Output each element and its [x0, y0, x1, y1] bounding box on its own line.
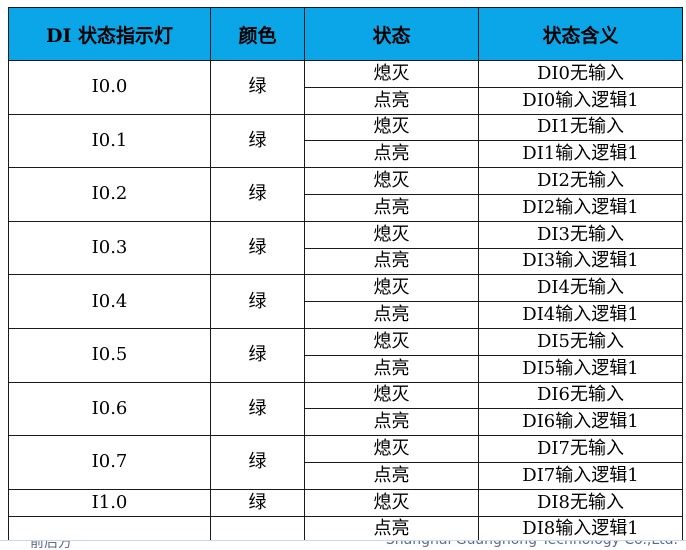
meaning-cell: DI8无输入 [478, 488, 683, 517]
meaning-cell: DI0输入逻辑1 [478, 86, 683, 115]
state-cell: 点亮 [304, 140, 479, 169]
table-row: I0.5 绿熄灭 DI5无输入 [8, 327, 683, 383]
table-body: I0.0 绿熄灭 DI0无输入 点亮 DI0输入逻辑1 I0.1 绿熄灭 DI1无输入 点亮 DI… [8, 60, 683, 544]
table-row: I0.6 绿熄灭 DI6无输入 [8, 381, 683, 437]
table-row: 点亮 DI6输入逻辑1 [9, 408, 683, 437]
table-row: 点亮 DI7输入逻辑1 [9, 461, 683, 490]
footer-company-text: Shanghai Guanghong Technology Co.,Ltd. [385, 540, 678, 548]
color-cell [210, 515, 305, 544]
meaning-cell: DI6输入逻辑1 [478, 408, 683, 437]
color-cell: 绿 [210, 220, 305, 276]
meaning-cell: DI7无输入 [478, 435, 683, 463]
table-row: 点亮 DI8输入逻辑1 [8, 515, 683, 544]
state-cell: 熄灭 [304, 60, 479, 88]
color-cell: 绿 [210, 488, 305, 517]
state-cell: 点亮 [304, 515, 479, 544]
table-row: I0.4 绿熄灭 DI4无输入 [8, 274, 683, 329]
color-cell: 绿 [210, 435, 305, 490]
table-row: I0.3 绿熄灭 DI3无输入 [8, 220, 683, 276]
meaning-cell: DI5输入逻辑1 [478, 354, 683, 383]
header-meaning: 状态含义 [478, 7, 683, 61]
meaning-cell: DI4输入逻辑1 [478, 301, 683, 329]
indicator-cell: I0.5 [8, 327, 211, 383]
indicator-cell: I0.1 [8, 113, 211, 169]
table-row: 点亮 DI3输入逻辑1 [9, 247, 683, 276]
meaning-cell: DI1无输入 [478, 113, 683, 142]
indicator-cell [8, 515, 211, 544]
color-cell: 绿 [210, 113, 305, 169]
indicator-cell: I0.2 [8, 167, 211, 222]
indicator-cell: I0.0 [8, 60, 211, 115]
state-cell: 熄灭 [304, 327, 479, 356]
color-cell: 绿 [210, 327, 305, 383]
indicator-cell: I0.4 [8, 274, 211, 329]
table-row: I0.2 绿熄灭 DI2无输入 [8, 167, 683, 222]
table-row: 点亮 DI1输入逻辑1 [9, 140, 683, 169]
meaning-cell: DI3输入逻辑1 [478, 247, 683, 276]
table-header-row: DI 状态指示灯 颜色 状态 状态含义 [8, 7, 683, 61]
indicator-cell: I0.6 [8, 381, 211, 437]
indicator-cell: I1.0 [8, 488, 211, 517]
meaning-cell: DI7输入逻辑1 [478, 461, 683, 490]
state-cell: 点亮 [304, 86, 479, 115]
table-row: I1.0 绿熄灭 DI8无输入 [8, 488, 683, 517]
color-cell: 绿 [210, 274, 305, 329]
meaning-cell: DI0无输入 [478, 60, 683, 88]
footer-left-text: 前后方 [30, 540, 72, 550]
state-cell: 熄灭 [304, 113, 479, 142]
state-cell: 点亮 [304, 408, 479, 437]
table-row: I0.0 绿熄灭 DI0无输入 [8, 60, 683, 115]
meaning-cell: DI8输入逻辑1 [478, 515, 683, 544]
color-cell: 绿 [210, 167, 305, 222]
state-cell: 点亮 [304, 461, 479, 490]
table-row: 点亮 DI4输入逻辑1 [9, 301, 683, 329]
state-cell: 点亮 [304, 301, 479, 329]
header-color: 颜色 [210, 7, 305, 61]
page-footer: 前后方 Shanghai Guanghong Technology Co.,Lt… [0, 540, 686, 550]
meaning-cell: DI2无输入 [478, 167, 683, 195]
state-cell: 熄灭 [304, 488, 479, 517]
meaning-cell: DI6无输入 [478, 381, 683, 410]
color-cell: 绿 [210, 60, 305, 115]
header-state: 状态 [304, 7, 479, 61]
table-row: 点亮 DI0输入逻辑1 [9, 86, 683, 115]
state-cell: 点亮 [304, 193, 479, 222]
state-cell: 熄灭 [304, 167, 479, 195]
table-row: 点亮 DI5输入逻辑1 [9, 354, 683, 383]
di-status-table: DI 状态指示灯 颜色 状态 状态含义 I0.0 绿熄灭 DI0无输入 点亮 DI0输入… [8, 7, 683, 544]
indicator-cell: I0.3 [8, 220, 211, 276]
header-indicator: DI 状态指示灯 [8, 7, 211, 61]
meaning-cell: DI3无输入 [478, 220, 683, 249]
state-cell: 熄灭 [304, 274, 479, 303]
state-cell: 熄灭 [304, 435, 479, 463]
state-cell: 熄灭 [304, 220, 479, 249]
meaning-cell: DI1输入逻辑1 [478, 140, 683, 169]
meaning-cell: DI2输入逻辑1 [478, 193, 683, 222]
state-cell: 熄灭 [304, 381, 479, 410]
meaning-cell: DI5无输入 [478, 327, 683, 356]
indicator-cell: I0.7 [8, 435, 211, 490]
table-row: I0.7 绿熄灭 DI7无输入 [8, 435, 683, 490]
state-cell: 点亮 [304, 354, 479, 383]
table-row: 点亮 DI2输入逻辑1 [9, 193, 683, 222]
table-row: I0.1 绿熄灭 DI1无输入 [8, 113, 683, 169]
color-cell: 绿 [210, 381, 305, 437]
meaning-cell: DI4无输入 [478, 274, 683, 303]
state-cell: 点亮 [304, 247, 479, 276]
